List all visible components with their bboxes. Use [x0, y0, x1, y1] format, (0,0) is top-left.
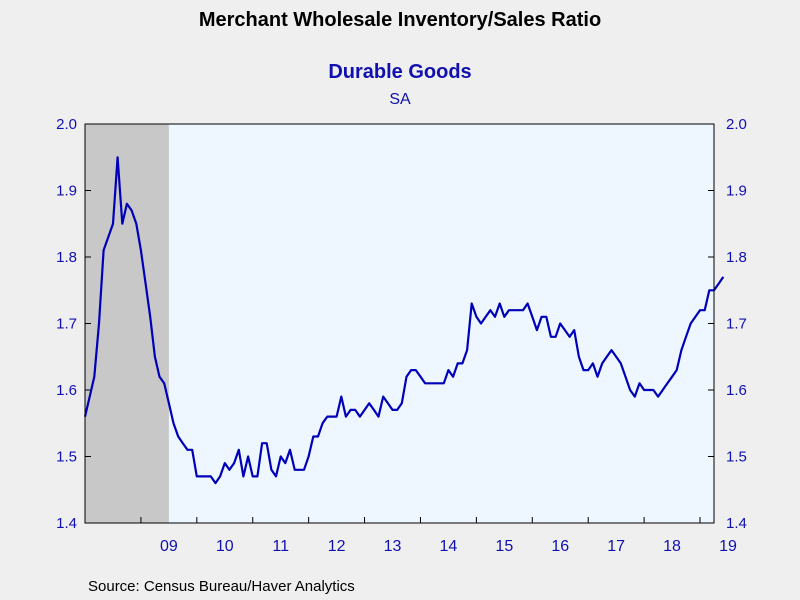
chart-subtitle: Durable Goods — [328, 61, 472, 83]
x-tick-label: 12 — [328, 538, 346, 555]
x-tick-label: 18 — [663, 538, 681, 555]
x-tick-label: 15 — [495, 538, 513, 555]
x-tick-label: 09 — [160, 538, 178, 555]
y-tick-label-right: 1.7 — [726, 316, 747, 333]
x-tick-label: 14 — [440, 538, 458, 555]
y-tick-label-right: 1.9 — [726, 183, 747, 200]
x-tick-label: 11 — [272, 538, 289, 555]
x-tick-label: 19 — [719, 538, 737, 555]
source-note: Source: Census Bureau/Haver Analytics — [88, 578, 355, 595]
x-tick-label: 16 — [551, 538, 569, 555]
y-tick-label-left: 1.5 — [56, 449, 77, 466]
x-tick-label: 10 — [216, 538, 234, 555]
series-line — [83, 156, 725, 485]
chart-title: Merchant Wholesale Inventory/Sales Ratio — [198, 9, 602, 31]
y-tick-label-left: 1.9 — [56, 183, 77, 200]
x-axis-labels: 09 10 11 12 13 14 15 16 17 18 19 — [160, 538, 737, 555]
right-y-axis-labels: 1.4 1.5 1.6 1.7 1.8 1.9 2.0 — [726, 116, 747, 532]
x-tick-label: 17 — [607, 538, 625, 555]
x-tick-label: 13 — [384, 538, 402, 555]
left-y-axis-labels: 1.4 1.5 1.6 1.7 1.8 1.9 2.0 — [56, 116, 77, 532]
plot-area — [85, 124, 714, 523]
y-tick-label-right: 1.6 — [726, 382, 747, 399]
chart-note: SA — [389, 91, 411, 108]
y-tick-label-right: 1.5 — [726, 449, 747, 466]
y-tick-label-left: 1.7 — [56, 316, 77, 333]
y-tick-label-left: 2.0 — [56, 116, 77, 133]
y-tick-label-right: 1.8 — [726, 249, 747, 266]
recession-shading — [85, 124, 169, 523]
plot-frame — [84, 123, 715, 524]
y-tick-label-left: 1.6 — [56, 382, 77, 399]
y-tick-label-right: 1.4 — [726, 515, 747, 532]
y-tick-label-left: 1.4 — [56, 515, 77, 532]
y-tick-label-right: 2.0 — [726, 116, 747, 133]
y-tick-label-left: 1.8 — [56, 249, 77, 266]
